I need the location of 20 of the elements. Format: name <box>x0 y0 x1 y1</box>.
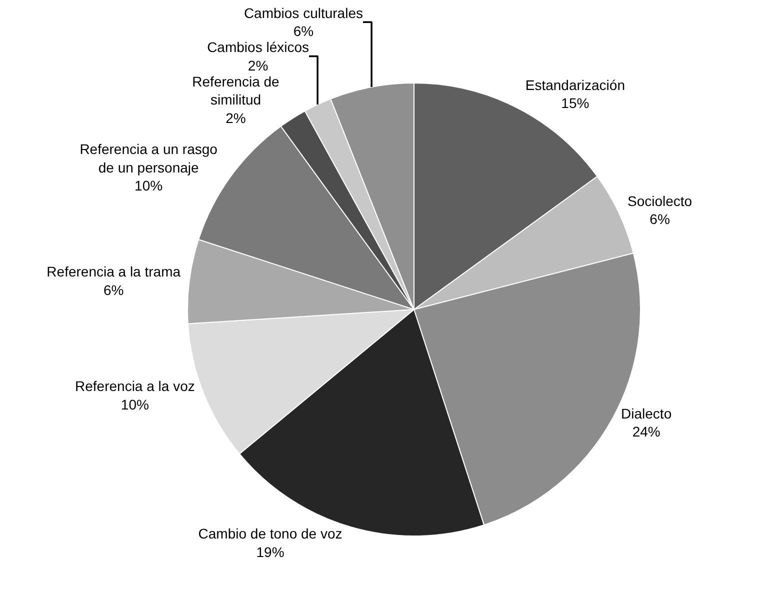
slice-label: Referencia de similitud <box>192 73 280 108</box>
data-label: 6% <box>293 23 314 40</box>
slice-label: Cambios léxicos <box>207 39 310 56</box>
slice-label: Referencia a la trama <box>46 264 181 280</box>
slice-label: Sociolecto <box>627 192 692 209</box>
slice-label: Cambios culturales <box>244 4 364 21</box>
data-label: 10% <box>134 178 163 194</box>
data-label: 2% <box>248 57 268 74</box>
slice-label: Estandarización <box>525 77 626 94</box>
data-label: 24% <box>632 424 660 440</box>
data-label: 10% <box>120 396 149 412</box>
data-label: 6% <box>103 282 124 298</box>
data-label: 2% <box>226 110 246 126</box>
data-label: 19% <box>256 544 284 560</box>
slice-label: Referencia a un rasgo de un personaje <box>80 141 218 176</box>
data-label: 15% <box>561 95 590 112</box>
data-label: 6% <box>650 211 670 228</box>
slice-label: Referencia a la voz <box>75 378 195 394</box>
slice-label: Cambio de tono de voz <box>198 526 342 542</box>
slice-label: Dialecto <box>621 405 672 422</box>
